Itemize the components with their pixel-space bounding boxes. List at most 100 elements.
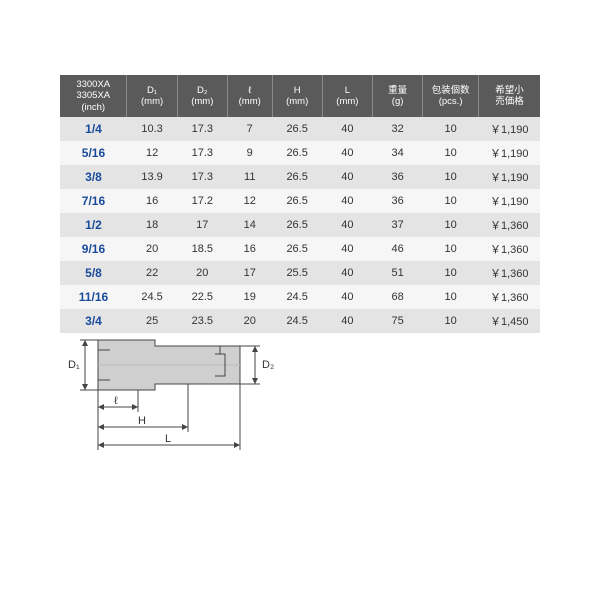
cell-d2: 20 (177, 261, 227, 285)
cell-price: ￥1,190 (479, 189, 540, 213)
cell-pcs: 10 (423, 213, 479, 237)
cell-size: 5/16 (60, 141, 127, 165)
table-row: 11/1624.522.51924.5406810￥1,360 (60, 285, 540, 309)
cell-L: 40 (322, 189, 372, 213)
spec-table: 3300XA 3305XA (inch) D₁ (mm) D₂ (mm) ℓ (… (60, 75, 540, 333)
spec-table-container: 3300XA 3305XA (inch) D₁ (mm) D₂ (mm) ℓ (… (60, 75, 540, 333)
cell-price: ￥1,360 (479, 285, 540, 309)
svg-text:ℓ: ℓ (114, 395, 118, 407)
cell-l: 7 (227, 117, 272, 141)
cell-weight: 51 (372, 261, 422, 285)
cell-d1: 22 (127, 261, 177, 285)
table-row: 5/161217.3926.5403410￥1,190 (60, 141, 540, 165)
cell-price: ￥1,360 (479, 213, 540, 237)
cell-weight: 32 (372, 117, 422, 141)
cell-weight: 34 (372, 141, 422, 165)
svg-text:L: L (165, 433, 171, 445)
dimension-diagram: D₁ D₂ ℓ H L (60, 310, 300, 460)
cell-d2: 17.3 (177, 165, 227, 189)
cell-d1: 13.9 (127, 165, 177, 189)
cell-price: ￥1,360 (479, 261, 540, 285)
table-row: 3/813.917.31126.5403610￥1,190 (60, 165, 540, 189)
col-price-header: 希望小 売価格 (479, 75, 540, 117)
cell-d2: 17 (177, 213, 227, 237)
cell-L: 40 (322, 261, 372, 285)
table-body: 1/410.317.3726.5403210￥1,1905/161217.392… (60, 117, 540, 333)
cell-l: 14 (227, 213, 272, 237)
cell-h: 26.5 (272, 237, 322, 261)
cell-d1: 16 (127, 189, 177, 213)
cell-L: 40 (322, 141, 372, 165)
cell-d2: 22.5 (177, 285, 227, 309)
cell-h: 26.5 (272, 213, 322, 237)
cell-h: 26.5 (272, 141, 322, 165)
cell-pcs: 10 (423, 309, 479, 333)
cell-L: 40 (322, 213, 372, 237)
cell-size: 11/16 (60, 285, 127, 309)
cell-pcs: 10 (423, 285, 479, 309)
cell-L: 40 (322, 237, 372, 261)
col-d2-header: D₂ (mm) (177, 75, 227, 117)
cell-price: ￥1,190 (479, 141, 540, 165)
cell-pcs: 10 (423, 261, 479, 285)
col-pcs-header: 包装個数 (pcs.) (423, 75, 479, 117)
cell-L: 40 (322, 309, 372, 333)
cell-h: 26.5 (272, 189, 322, 213)
cell-l: 12 (227, 189, 272, 213)
cell-size: 7/16 (60, 189, 127, 213)
cell-h: 24.5 (272, 285, 322, 309)
cell-price: ￥1,450 (479, 309, 540, 333)
cell-d2: 17.3 (177, 117, 227, 141)
cell-weight: 68 (372, 285, 422, 309)
col-weight-header: 重量 (g) (372, 75, 422, 117)
cell-weight: 75 (372, 309, 422, 333)
cell-l: 19 (227, 285, 272, 309)
cell-pcs: 10 (423, 117, 479, 141)
col-h-header: H (mm) (272, 75, 322, 117)
col-size-header: 3300XA 3305XA (inch) (60, 75, 127, 117)
svg-text:D₁: D₁ (68, 359, 80, 371)
cell-h: 26.5 (272, 117, 322, 141)
cell-pcs: 10 (423, 189, 479, 213)
cell-price: ￥1,190 (479, 165, 540, 189)
cell-d1: 12 (127, 141, 177, 165)
cell-l: 9 (227, 141, 272, 165)
cell-d1: 20 (127, 237, 177, 261)
cell-L: 40 (322, 285, 372, 309)
cell-pcs: 10 (423, 141, 479, 165)
svg-text:H: H (138, 415, 146, 427)
cell-d2: 18.5 (177, 237, 227, 261)
cell-h: 25.5 (272, 261, 322, 285)
cell-weight: 36 (372, 189, 422, 213)
cell-L: 40 (322, 117, 372, 141)
cell-l: 16 (227, 237, 272, 261)
cell-price: ￥1,190 (479, 117, 540, 141)
cell-d2: 17.3 (177, 141, 227, 165)
table-head: 3300XA 3305XA (inch) D₁ (mm) D₂ (mm) ℓ (… (60, 75, 540, 117)
cell-d1: 10.3 (127, 117, 177, 141)
cell-pcs: 10 (423, 237, 479, 261)
cell-d2: 17.2 (177, 189, 227, 213)
col-l-header: ℓ (mm) (227, 75, 272, 117)
cell-size: 9/16 (60, 237, 127, 261)
cell-size: 1/4 (60, 117, 127, 141)
cell-weight: 36 (372, 165, 422, 189)
cell-size: 5/8 (60, 261, 127, 285)
cell-size: 3/8 (60, 165, 127, 189)
cell-h: 26.5 (272, 165, 322, 189)
table-row: 1/218171426.5403710￥1,360 (60, 213, 540, 237)
cell-d1: 24.5 (127, 285, 177, 309)
cell-weight: 37 (372, 213, 422, 237)
cell-l: 17 (227, 261, 272, 285)
table-row: 5/822201725.5405110￥1,360 (60, 261, 540, 285)
cell-size: 1/2 (60, 213, 127, 237)
cell-price: ￥1,360 (479, 237, 540, 261)
cell-pcs: 10 (423, 165, 479, 189)
cell-l: 11 (227, 165, 272, 189)
col-d1-header: D₁ (mm) (127, 75, 177, 117)
svg-text:D₂: D₂ (262, 359, 274, 371)
cell-d1: 18 (127, 213, 177, 237)
cell-L: 40 (322, 165, 372, 189)
table-row: 9/162018.51626.5404610￥1,360 (60, 237, 540, 261)
table-row: 7/161617.21226.5403610￥1,190 (60, 189, 540, 213)
